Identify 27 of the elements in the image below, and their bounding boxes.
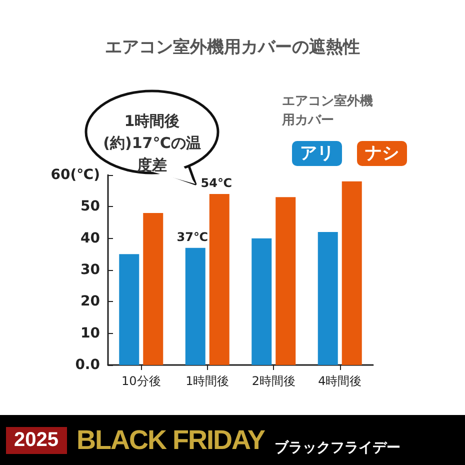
bar xyxy=(318,232,338,365)
data-label: 37℃ xyxy=(176,230,208,244)
bar xyxy=(276,197,296,365)
y-tick-label: 40 xyxy=(80,230,100,246)
bar xyxy=(119,254,140,365)
legend-title: エアコン室外機用カバー xyxy=(281,93,373,128)
bar xyxy=(209,194,230,365)
series-label: ナシ xyxy=(365,144,399,164)
bar xyxy=(252,238,272,365)
annotation: 1時間後(約)17℃の温度差 xyxy=(102,111,202,176)
y-tick-label: 0.0 xyxy=(75,357,100,373)
x-tick-label: 4時間後 xyxy=(318,374,362,388)
x-tick-label: 1時間後 xyxy=(186,374,230,388)
x-tick-label: 2時間後 xyxy=(252,374,296,388)
bar xyxy=(185,248,206,365)
bar xyxy=(143,213,164,365)
promo-banner: 2025 BLACK FRIDAY ブラックフライデー xyxy=(0,415,465,465)
y-tick-label: 50 xyxy=(80,198,100,215)
chart-title: エアコン室外機用カバーの遮熱性 xyxy=(105,38,360,58)
y-tick-label: 10 xyxy=(80,325,100,342)
text: アリ xyxy=(300,144,334,164)
y-tick-label: 20 xyxy=(80,294,100,310)
y-tick-label: 30 xyxy=(80,262,100,278)
x-tick-label: 10分後 xyxy=(121,374,161,388)
data-label: 54℃ xyxy=(200,176,232,190)
bar xyxy=(342,181,362,365)
y-tick-label: 60(℃) xyxy=(50,167,100,183)
